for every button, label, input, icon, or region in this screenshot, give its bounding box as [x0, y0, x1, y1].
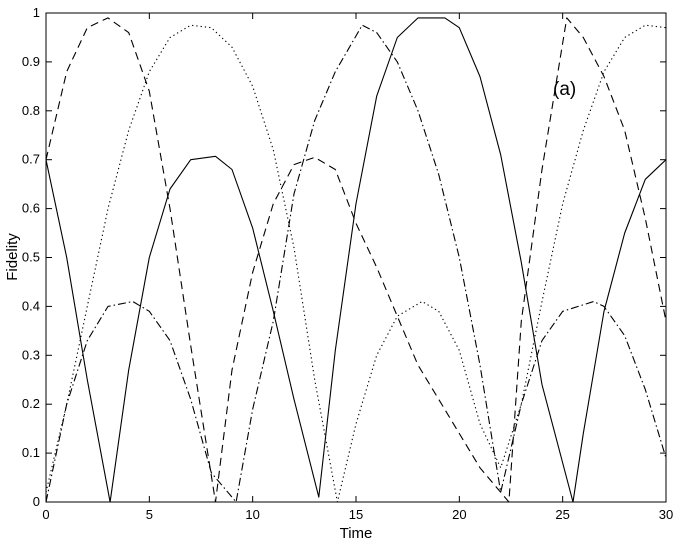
series-layer — [45, 17, 667, 503]
y-tick-label: 1 — [33, 5, 40, 20]
x-tick-label: 25 — [555, 507, 569, 522]
panel-annotation: (a) — [553, 79, 576, 100]
y-tick-label: 0.2 — [22, 396, 40, 411]
y-tick-label: 0 — [33, 494, 40, 509]
y-tick-label: 0.7 — [22, 152, 40, 167]
x-tick-label: 30 — [659, 507, 673, 522]
x-axis-label: Time — [340, 525, 373, 542]
series-line-solid — [45, 17, 667, 503]
series-line-dashdot — [45, 24, 667, 503]
y-tick-label: 0.9 — [22, 54, 40, 69]
y-tick-label: 0.4 — [22, 298, 40, 313]
y-tick-label: 0.3 — [22, 347, 40, 362]
x-tick-label: 0 — [42, 507, 49, 522]
y-axis-label: Fidelity — [4, 233, 21, 281]
tick-layer: 0 5 10 15 20 25 30 0 0.1 0.2 0.3 0.4 0.5 0.6 0.7 0.8 0.9… — [22, 5, 673, 522]
x-tick-label: 15 — [349, 507, 363, 522]
x-tick-label: 10 — [245, 507, 259, 522]
y-tick-label: 0.8 — [22, 103, 40, 118]
y-tick-label: 0.5 — [22, 250, 40, 265]
y-tick-label: 0.1 — [22, 445, 40, 460]
y-tick-label: 0.6 — [22, 201, 40, 216]
x-tick-label: 20 — [452, 507, 466, 522]
x-tick-label: 5 — [146, 507, 153, 522]
series-line-dashed — [45, 17, 667, 503]
